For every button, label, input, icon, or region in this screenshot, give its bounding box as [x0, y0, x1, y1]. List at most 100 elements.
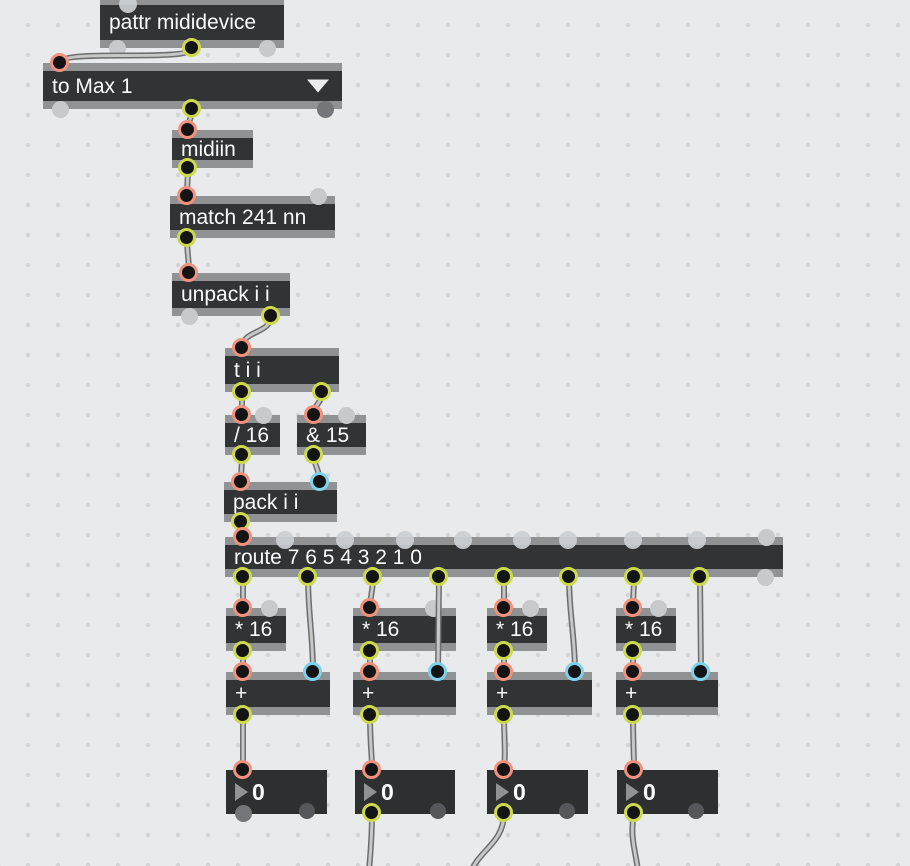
inlet-port[interactable] — [309, 187, 327, 205]
outlet-port[interactable] — [261, 306, 280, 325]
outlet-port[interactable] — [233, 567, 252, 586]
inlet-port[interactable] — [233, 662, 252, 681]
object-text: * 16 — [235, 618, 273, 641]
outlet-port[interactable] — [312, 382, 331, 401]
outlet-port[interactable] — [298, 567, 317, 586]
inlet-port[interactable] — [623, 662, 642, 681]
patch-cord[interactable] — [57, 45, 195, 66]
outlet-port[interactable] — [258, 39, 276, 57]
inlet-port[interactable] — [231, 472, 250, 491]
outlet-port[interactable] — [494, 705, 513, 724]
outlet-port[interactable] — [316, 100, 334, 118]
dropdown-arrow-icon[interactable] — [307, 79, 329, 93]
box-body: * 16 — [616, 616, 676, 643]
inlet-port[interactable] — [233, 527, 252, 546]
outlet-port[interactable] — [108, 39, 126, 57]
inlet-port[interactable] — [233, 760, 252, 779]
outlet-port[interactable] — [360, 705, 379, 724]
box-body: pattr mididevice — [100, 5, 284, 40]
inlet-port[interactable] — [757, 528, 775, 546]
inlet-port[interactable] — [178, 120, 197, 139]
inlet-port[interactable] — [360, 662, 379, 681]
box-body: midiin — [172, 138, 253, 160]
patch-cord[interactable] — [566, 574, 578, 675]
outlet-port[interactable] — [756, 568, 774, 586]
inlet-port[interactable] — [362, 760, 381, 779]
box-body: + — [487, 680, 592, 707]
number-triangle-icon[interactable] — [626, 783, 639, 801]
inlet-port[interactable] — [360, 598, 379, 617]
inlet-port[interactable] — [303, 662, 322, 681]
outlet-port[interactable] — [232, 382, 251, 401]
outlet-port[interactable] — [51, 100, 69, 118]
outlet-port[interactable] — [494, 641, 513, 660]
inlet-port[interactable] — [649, 599, 667, 617]
inlet-port[interactable] — [691, 662, 710, 681]
outlet-port[interactable] — [623, 641, 642, 660]
inlet-port[interactable] — [232, 338, 251, 357]
number-value[interactable]: 0 — [252, 778, 265, 805]
patch-cord[interactable] — [697, 574, 704, 675]
inlet-port[interactable] — [50, 53, 69, 72]
inlet-port[interactable] — [624, 760, 643, 779]
inlet-port[interactable] — [623, 598, 642, 617]
inlet-port[interactable] — [232, 405, 251, 424]
inlet-port[interactable] — [337, 406, 355, 424]
outlet-port[interactable] — [494, 567, 513, 586]
outlet-port[interactable] — [233, 641, 252, 660]
outlet-port[interactable] — [494, 803, 513, 822]
inlet-port[interactable] — [260, 599, 278, 617]
outlet-port[interactable] — [182, 38, 201, 57]
inlet-port[interactable] — [233, 598, 252, 617]
inlet-port[interactable] — [565, 662, 584, 681]
object-box-add4[interactable]: + — [616, 672, 718, 715]
inlet-port[interactable] — [179, 263, 198, 282]
object-text: * 16 — [362, 618, 400, 641]
object-text: pattr mididevice — [109, 11, 257, 34]
outlet-port[interactable] — [559, 567, 578, 586]
inlet-port[interactable] — [310, 472, 329, 491]
inlet-port[interactable] — [424, 599, 442, 617]
patch-cord[interactable] — [305, 574, 316, 675]
number-value[interactable]: 0 — [643, 778, 656, 805]
number-triangle-icon[interactable] — [496, 783, 509, 801]
box-body: pack i i — [224, 490, 337, 514]
number-value[interactable]: 0 — [513, 778, 526, 805]
inlet-port[interactable] — [494, 760, 513, 779]
number-value[interactable]: 0 — [381, 778, 394, 805]
outlet-port[interactable] — [304, 445, 323, 464]
object-box-match[interactable]: match 241 nn — [170, 196, 335, 238]
inlet-port[interactable] — [494, 598, 513, 617]
inlet-port[interactable] — [177, 186, 196, 205]
outlet-port[interactable] — [360, 641, 379, 660]
inlet-port[interactable] — [428, 662, 447, 681]
outlet-port[interactable] — [182, 99, 201, 118]
outlet-port[interactable] — [177, 228, 196, 247]
object-box-trigger[interactable]: t i i — [225, 348, 339, 392]
outlet-port[interactable] — [690, 567, 709, 586]
number-triangle-icon[interactable] — [364, 783, 377, 801]
outlet-port[interactable] — [234, 804, 252, 822]
object-text: / 16 — [234, 423, 270, 447]
inlet-port[interactable] — [521, 599, 539, 617]
object-text: + — [496, 682, 509, 705]
inlet-port[interactable] — [494, 662, 513, 681]
outlet-port[interactable] — [624, 803, 643, 822]
outlet-port[interactable] — [180, 307, 198, 325]
outlet-port[interactable] — [362, 803, 381, 822]
inlet-port[interactable] — [304, 405, 323, 424]
number-triangle-icon[interactable] — [235, 783, 248, 801]
inlet-port[interactable] — [254, 406, 272, 424]
box-body: route 7 6 5 4 3 2 1 0 — [225, 545, 783, 569]
outlet-port[interactable] — [178, 158, 197, 177]
outlet-port[interactable] — [232, 445, 251, 464]
outlet-port[interactable] — [363, 567, 382, 586]
outlet-port[interactable] — [233, 705, 252, 724]
object-text: to Max 1 — [52, 74, 133, 98]
outlet-port[interactable] — [429, 567, 448, 586]
outlet-port[interactable] — [624, 567, 643, 586]
outlet-port[interactable] — [623, 705, 642, 724]
